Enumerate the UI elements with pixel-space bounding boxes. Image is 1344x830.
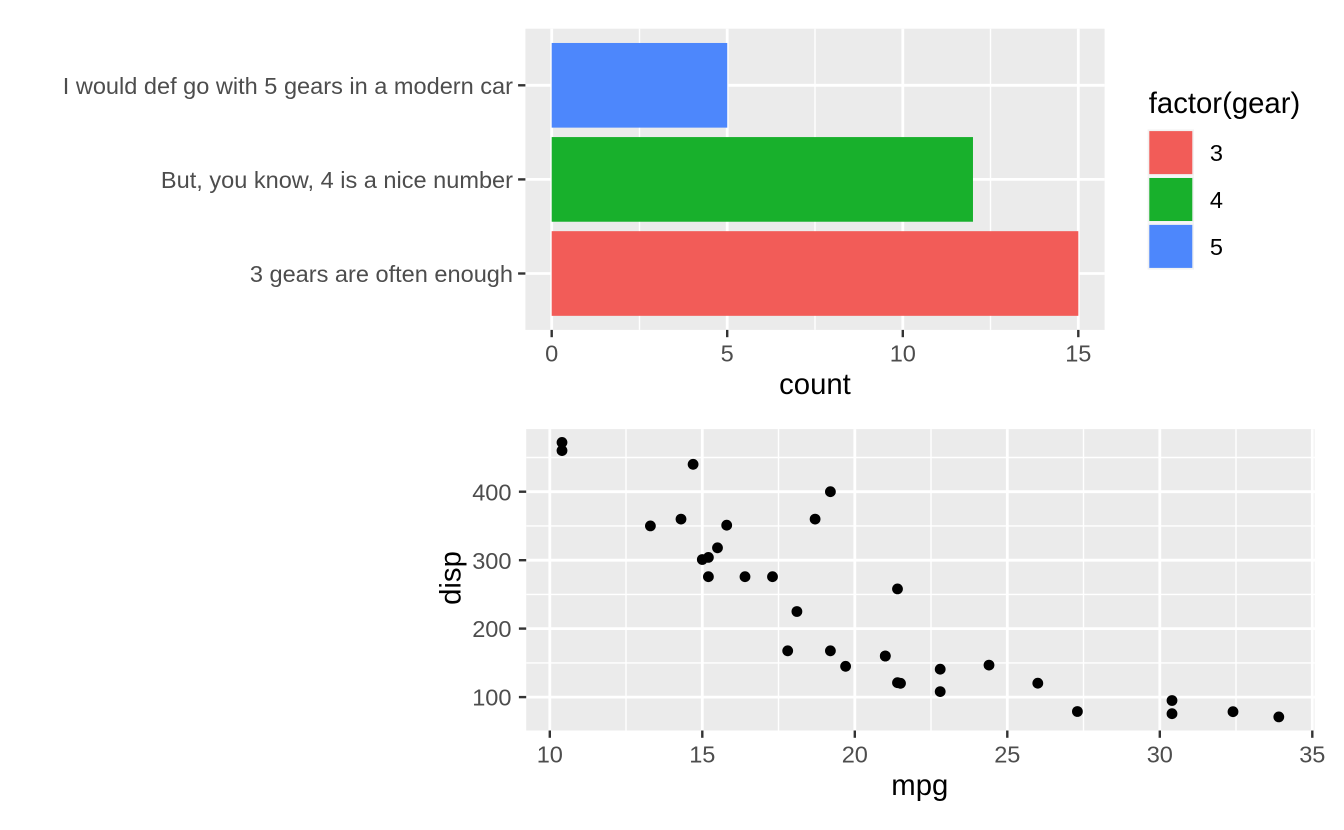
svg-text:10: 10: [537, 742, 563, 768]
svg-text:0: 0: [545, 341, 558, 367]
svg-text:100: 100: [472, 685, 511, 711]
svg-text:5: 5: [721, 341, 734, 367]
svg-text:200: 200: [472, 616, 511, 642]
svg-text:disp: disp: [434, 551, 467, 605]
svg-text:15: 15: [689, 742, 715, 768]
svg-text:15: 15: [1065, 341, 1091, 367]
svg-text:3: 3: [1210, 140, 1223, 166]
svg-text:30: 30: [1147, 742, 1173, 768]
svg-text:300: 300: [472, 548, 511, 574]
svg-text:10: 10: [890, 341, 916, 367]
svg-text:3 gears are often enough: 3 gears are often enough: [250, 261, 513, 287]
svg-text:5: 5: [1210, 234, 1223, 260]
svg-text:35: 35: [1299, 742, 1325, 768]
svg-text:4: 4: [1210, 187, 1223, 213]
svg-text:I would def go with 5 gears in: I would def go with 5 gears in a modern …: [63, 73, 513, 99]
svg-text:400: 400: [472, 479, 511, 505]
svg-text:25: 25: [994, 742, 1020, 768]
svg-text:But, you know, 4 is a nice num: But, you know, 4 is a nice number: [161, 167, 513, 193]
svg-text:count: count: [779, 368, 851, 401]
svg-text:20: 20: [842, 742, 868, 768]
svg-text:factor(gear): factor(gear): [1149, 87, 1300, 120]
svg-text:mpg: mpg: [891, 769, 948, 802]
